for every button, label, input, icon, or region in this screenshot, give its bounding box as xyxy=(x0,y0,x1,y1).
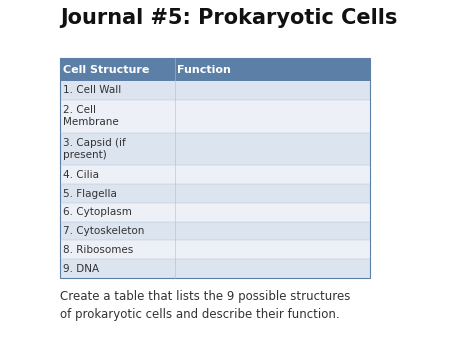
Bar xyxy=(60,259,370,278)
Text: 6. Cytoplasm: 6. Cytoplasm xyxy=(63,208,131,217)
Bar xyxy=(60,184,370,203)
Text: 1. Cell Wall: 1. Cell Wall xyxy=(63,86,121,95)
Text: 7. Cytoskeleton: 7. Cytoskeleton xyxy=(63,226,144,236)
Text: Journal #5: Prokaryotic Cells: Journal #5: Prokaryotic Cells xyxy=(60,8,397,28)
Bar xyxy=(60,81,370,100)
Bar xyxy=(60,133,370,166)
Text: Cell Structure: Cell Structure xyxy=(63,65,149,75)
Text: 5. Flagella: 5. Flagella xyxy=(63,189,117,199)
Text: Function: Function xyxy=(177,65,231,75)
Bar xyxy=(60,58,370,81)
Text: 4. Cilia: 4. Cilia xyxy=(63,170,99,180)
Bar xyxy=(60,241,370,259)
Text: 3. Capsid (if
present): 3. Capsid (if present) xyxy=(63,138,126,160)
Bar xyxy=(60,100,370,133)
Bar xyxy=(60,166,370,184)
Text: 2. Cell
Membrane: 2. Cell Membrane xyxy=(63,105,118,127)
Bar xyxy=(60,222,370,241)
Text: 8. Ribosomes: 8. Ribosomes xyxy=(63,245,133,255)
Text: Create a table that lists the 9 possible structures
of prokaryotic cells and des: Create a table that lists the 9 possible… xyxy=(60,290,351,321)
Text: 9. DNA: 9. DNA xyxy=(63,264,99,274)
Bar xyxy=(60,203,370,222)
